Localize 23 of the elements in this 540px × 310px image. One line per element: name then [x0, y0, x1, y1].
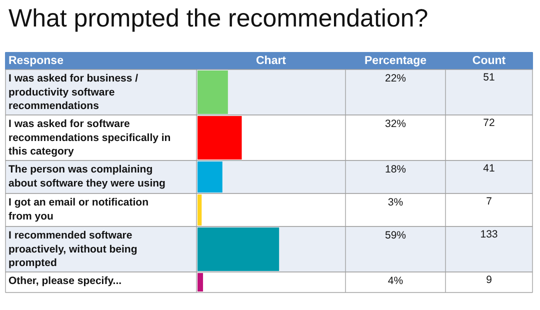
text: 7: [486, 196, 492, 208]
text: 51: [483, 72, 495, 84]
y-tick-label: The person was complaining about software they were using: [8, 164, 166, 190]
data-label: 18%: [384, 164, 406, 176]
y-tick-label: I was asked for software recommendations specifically in this category: [8, 118, 171, 158]
data-label: 59%: [384, 230, 406, 242]
data-label: 3%: [388, 196, 404, 208]
text: Count: [472, 55, 506, 67]
text: 9: [486, 274, 492, 286]
y-tick-label: I was asked for business / productivity software recommendations: [8, 72, 138, 112]
chart-title: What prompted the recommendation?: [8, 4, 428, 32]
text: Chart: [256, 55, 286, 67]
y-tick-label: I recommended software proactively, without being prompted: [8, 230, 138, 270]
text: 72: [483, 117, 495, 129]
data-label: 4%: [388, 275, 404, 287]
text: 133: [480, 228, 498, 240]
data-label: 32%: [384, 118, 406, 130]
y-tick-label: Other, please specify...: [8, 275, 122, 287]
text: Percentage: [364, 55, 427, 67]
data-label: 22%: [384, 72, 406, 84]
text: Response: [8, 55, 64, 67]
y-tick-label: I got an email or notification from you: [8, 196, 149, 222]
text: 41: [483, 162, 495, 174]
